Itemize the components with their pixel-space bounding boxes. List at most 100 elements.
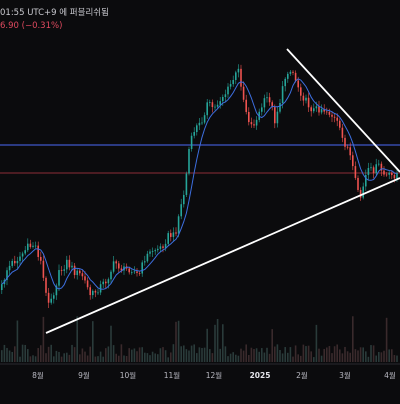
- volume-bar: [302, 344, 305, 362]
- volume-bar: [123, 355, 125, 362]
- candle-body: [219, 101, 221, 105]
- candle-body: [214, 106, 216, 108]
- volume-bar: [375, 355, 377, 362]
- volume-bar: [53, 356, 55, 362]
- time-axis: 8월 9월 10월 11월 12월 2025 2월 3월 4월: [32, 370, 396, 380]
- candle-body: [237, 68, 240, 73]
- candle-body: [68, 259, 71, 268]
- volume-bar: [216, 319, 219, 362]
- candle-body: [287, 73, 289, 79]
- volume-bar: [235, 354, 237, 362]
- candle-body: [318, 106, 320, 113]
- candle-body: [328, 111, 331, 115]
- candle-body: [107, 279, 110, 284]
- volume-bar: [354, 349, 357, 362]
- x-tick-label: 2월: [296, 370, 308, 380]
- candle-body: [58, 270, 60, 286]
- volume-bar: [307, 345, 310, 362]
- volume-bar: [281, 353, 284, 362]
- candle-body: [138, 273, 141, 274]
- candle-body: [294, 72, 297, 81]
- x-tick-label: 12월: [206, 370, 223, 380]
- volume-bar: [388, 349, 390, 362]
- volume-bar: [136, 351, 138, 362]
- volume-bar: [81, 348, 84, 362]
- candle-body: [396, 172, 398, 179]
- candle-body: [305, 97, 307, 101]
- volume-bar: [367, 356, 370, 362]
- candle-body: [76, 270, 78, 276]
- x-tick-label: 2025: [250, 371, 271, 380]
- candle-body: [1, 284, 3, 290]
- candle-body: [372, 167, 375, 174]
- volume-bar: [125, 355, 128, 362]
- volume-bar: [391, 349, 393, 362]
- candle-body: [323, 109, 325, 112]
- volume-bar: [183, 345, 185, 362]
- volume-bar: [284, 347, 286, 362]
- volume-bar: [68, 354, 71, 362]
- candle-body: [63, 269, 65, 271]
- candle-body: [105, 281, 107, 284]
- volume-bar: [40, 345, 42, 362]
- volume-bar: [196, 353, 198, 362]
- candle-body: [190, 135, 193, 149]
- volume-bar: [198, 347, 201, 362]
- volume-bar: [170, 352, 172, 362]
- volume-bar: [19, 356, 21, 362]
- volume-bar: [146, 353, 149, 362]
- candle-body: [380, 163, 383, 171]
- support-trendline[interactable]: [45, 177, 400, 334]
- candle-body: [313, 108, 315, 112]
- volume-bar: [66, 352, 68, 362]
- candle-body: [201, 122, 203, 124]
- price-change-text: 6.90 (−0.31%): [0, 21, 63, 31]
- candle-body: [300, 87, 302, 96]
- volume-bar: [73, 347, 76, 362]
- candle-body: [34, 245, 37, 247]
- volume-bar: [107, 346, 110, 362]
- candle-body: [393, 175, 396, 179]
- volume-bar: [362, 347, 364, 362]
- volume-bar: [193, 344, 195, 362]
- volume-bar: [89, 346, 91, 362]
- candle-body: [92, 290, 94, 296]
- volume-bar: [164, 350, 167, 362]
- volume-bar: [50, 344, 52, 362]
- volume-bar: [310, 351, 312, 362]
- candle-body: [136, 271, 138, 274]
- volume-bar: [118, 355, 120, 362]
- volume-bar: [372, 345, 375, 362]
- resistance-trendline[interactable]: [286, 48, 400, 173]
- candle-body: [42, 260, 45, 278]
- candle-body: [102, 281, 104, 285]
- candle-body: [388, 172, 390, 175]
- candle-body: [310, 107, 312, 112]
- candle-body: [172, 232, 175, 237]
- volume-bar: [94, 356, 97, 362]
- candle-body: [159, 246, 162, 249]
- volume-bar: [133, 348, 136, 362]
- volume-bar: [79, 354, 81, 362]
- candle-body: [326, 111, 328, 113]
- candle-body: [8, 265, 11, 271]
- volume-bar: [266, 347, 268, 362]
- candle-body: [154, 250, 156, 252]
- candle-body: [115, 261, 117, 264]
- volume-bar: [261, 348, 263, 362]
- volume-bar: [263, 352, 266, 362]
- volume-bar: [271, 329, 273, 362]
- volume-bar: [320, 355, 323, 362]
- volume-bar: [149, 355, 151, 362]
- candle-body: [341, 127, 344, 138]
- candle-body: [240, 68, 242, 87]
- candle-body: [232, 79, 234, 85]
- candle-body: [227, 86, 229, 95]
- candle-body: [55, 285, 58, 296]
- candle-body: [349, 147, 351, 156]
- volume-bar: [365, 351, 367, 362]
- candle-body: [110, 271, 112, 280]
- candle-body: [385, 174, 388, 176]
- volume-bar: [92, 321, 94, 362]
